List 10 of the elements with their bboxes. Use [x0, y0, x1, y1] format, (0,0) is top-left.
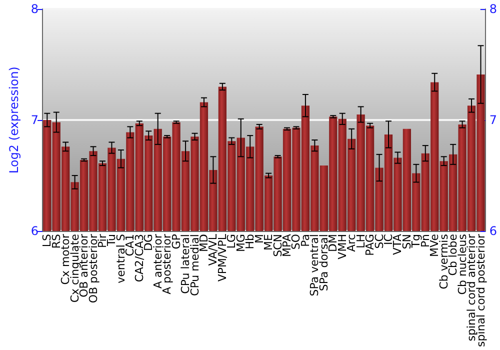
- x-tick-label: A posterior: [160, 234, 174, 294]
- y2-tick-label: 7: [489, 113, 498, 128]
- y-tick-label: 7: [30, 113, 39, 128]
- y2-tick-label: 6: [489, 224, 498, 238]
- y-tick-label: 8: [30, 2, 39, 16]
- y2-tick-label: 8: [489, 2, 498, 16]
- x-tick-label: OB posterior: [86, 234, 100, 304]
- x-tick-label: Tg: [410, 234, 423, 249]
- y-tick-label: 6: [30, 224, 39, 238]
- y-axis-title: Log2 (expression): [7, 66, 21, 174]
